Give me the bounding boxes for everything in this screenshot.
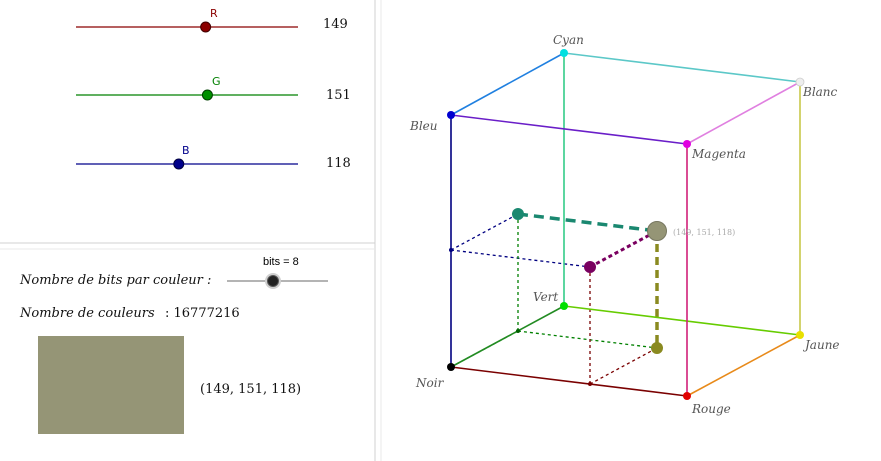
slider-g-label: G	[212, 75, 221, 88]
vertex-vert[interactable]	[560, 302, 568, 310]
dash-line	[589, 347, 658, 385]
color-count-label: Nombre de couleurs	[20, 306, 155, 321]
edge-blanc-cyan	[563, 52, 801, 83]
dash-line	[517, 330, 658, 349]
vertex-bleu[interactable]	[447, 111, 455, 119]
label-noir: Noir	[415, 376, 445, 390]
slider-b-value: 118	[326, 156, 351, 171]
rgb-tuple: (149, 151, 118)	[200, 382, 302, 397]
bits-slider-knob[interactable]	[267, 275, 279, 287]
vertex-jaune[interactable]	[796, 331, 804, 339]
label-point: (149, 151, 118)	[673, 228, 735, 237]
color-swatch	[38, 336, 184, 434]
color-count-value: : 16777216	[165, 306, 240, 321]
vertex-cyan[interactable]	[560, 49, 568, 57]
projection-rg[interactable]	[651, 342, 663, 354]
slider-r-label: R	[210, 7, 218, 20]
slider-r[interactable]: R 149	[76, 7, 348, 33]
slider-r-knob[interactable]	[200, 21, 212, 33]
dash-line	[517, 212, 658, 233]
projection-gb[interactable]	[512, 208, 524, 220]
vertex-rouge[interactable]	[683, 392, 691, 400]
edge-noir-rouge	[450, 366, 688, 397]
label-jaune: Jaune	[802, 338, 840, 352]
label-cyan: Cyan	[553, 33, 584, 47]
slider-g-value: 151	[326, 88, 351, 103]
edge-cyan-bleu	[450, 52, 565, 116]
dot	[516, 329, 520, 333]
vertex-blanc[interactable]	[795, 77, 805, 87]
edge-magenta-blanc	[686, 81, 801, 145]
bits-slider[interactable]	[227, 273, 328, 289]
slider-r-value: 149	[323, 17, 348, 32]
slider-b-label: B	[182, 144, 190, 157]
label-blanc: Blanc	[802, 85, 838, 99]
dot	[449, 248, 453, 252]
rgb-cube: Noir Rouge Jaune Vert Bleu Magenta Blanc…	[409, 33, 840, 416]
slider-g[interactable]: G 151	[76, 75, 351, 103]
slider-g-knob[interactable]	[201, 89, 213, 101]
label-vert: Vert	[533, 290, 558, 304]
vertex-magenta[interactable]	[683, 140, 691, 148]
vertex-noir[interactable]	[447, 363, 455, 371]
label-rouge: Rouge	[691, 402, 731, 416]
dash-line	[450, 249, 591, 268]
label-bleu: Bleu	[409, 119, 438, 133]
dash-line	[450, 213, 519, 251]
label-magenta: Magenta	[691, 147, 746, 161]
bits-per-color-label: Nombre de bits par couleur :	[20, 273, 212, 288]
edge-noir-vert	[450, 305, 565, 368]
edge-bleu-magenta	[450, 114, 688, 145]
slider-b[interactable]: B 118	[76, 144, 351, 171]
dash-line	[589, 229, 658, 269]
slider-b-knob[interactable]	[173, 158, 185, 170]
projection-rb[interactable]	[584, 261, 596, 273]
edge-rouge-jaune	[686, 334, 801, 397]
edge-vert-jaune	[563, 305, 801, 336]
bits-slider-label: bits = 8	[263, 256, 299, 268]
dot	[588, 382, 592, 386]
color-point[interactable]	[647, 221, 667, 241]
